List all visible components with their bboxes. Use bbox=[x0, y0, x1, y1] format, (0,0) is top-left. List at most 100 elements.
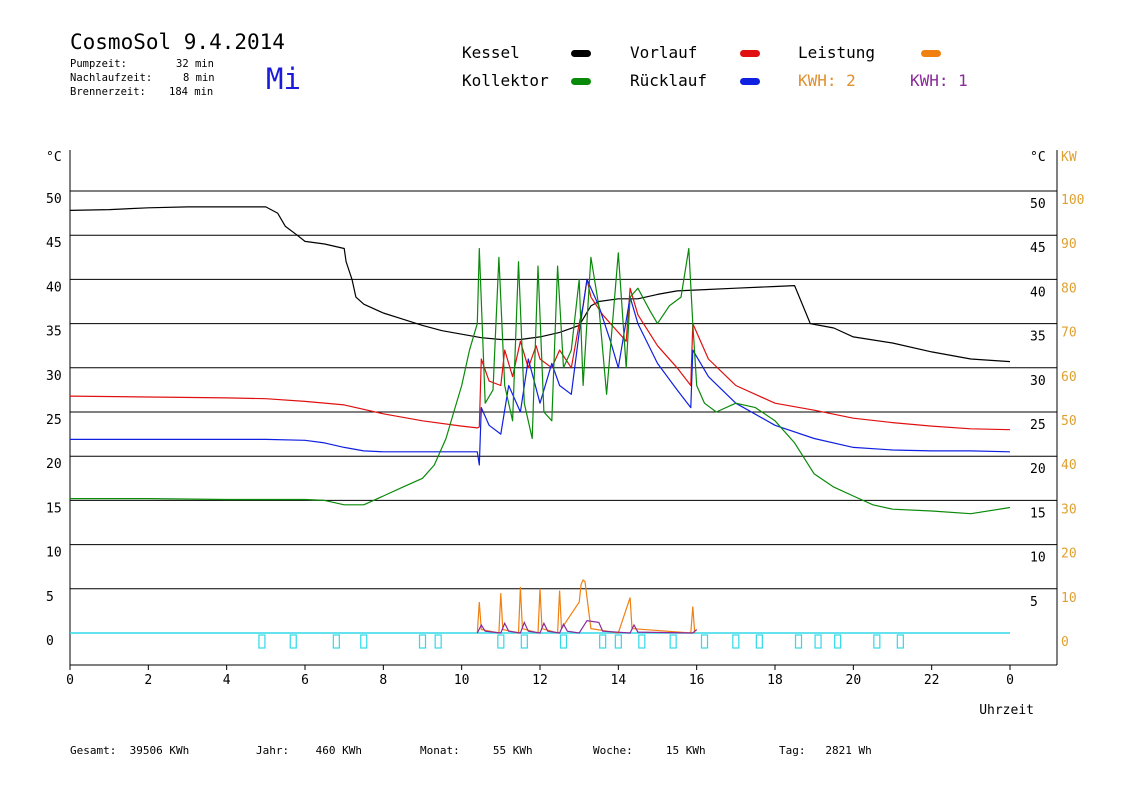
x-tick-label: 4 bbox=[223, 673, 231, 688]
burner-marker bbox=[834, 634, 842, 649]
x-tick-label: 12 bbox=[532, 673, 548, 688]
y-tick-label-right-c: 30 bbox=[1030, 374, 1046, 389]
burner-marker bbox=[418, 634, 427, 649]
burner-marker bbox=[520, 634, 528, 649]
legend-ruecklauf-swatch bbox=[740, 78, 760, 85]
y-tick-label-left: 30 bbox=[46, 369, 62, 384]
y-tick-label-right-kw: 70 bbox=[1061, 326, 1077, 341]
x-tick-label: 6 bbox=[301, 673, 309, 688]
y-tick-label-left: 10 bbox=[46, 546, 62, 561]
burner-marker bbox=[873, 634, 881, 649]
burner-marker bbox=[332, 634, 340, 649]
burner-marker bbox=[614, 634, 622, 649]
y-tick-label-right-c: 50 bbox=[1030, 197, 1046, 212]
y-tick-label-right-c: 15 bbox=[1030, 506, 1046, 521]
y-tick-label-right-c: 20 bbox=[1030, 462, 1046, 477]
y-tick-label-left: 25 bbox=[46, 413, 62, 428]
legend-leistung-swatch bbox=[921, 50, 941, 57]
legend-kwh1-label: KWH: 1 bbox=[910, 71, 968, 90]
y-axis-label-right-c: °C bbox=[1030, 150, 1046, 165]
brenner-label: Brennerzeit: bbox=[70, 86, 146, 98]
legend-kwh2-label: KWH: 2 bbox=[798, 71, 856, 90]
burner-marker bbox=[434, 634, 442, 649]
x-tick-label: 2 bbox=[144, 673, 152, 688]
x-tick-label: 10 bbox=[454, 673, 470, 688]
x-tick-label: 0 bbox=[66, 673, 74, 688]
pumpzeit-label: Pumpzeit: bbox=[70, 58, 127, 70]
y-tick-label-right-kw: 40 bbox=[1061, 458, 1077, 473]
y-axis-label-right-kw: KW bbox=[1061, 150, 1077, 165]
y-tick-label-left: 0 bbox=[46, 634, 54, 649]
legend-kollektor-swatch bbox=[571, 78, 591, 85]
x-tick-label: 18 bbox=[767, 673, 783, 688]
y-tick-label-left: 15 bbox=[46, 501, 62, 516]
y-tick-label-right-kw: 20 bbox=[1061, 547, 1077, 562]
legend-leistung-label: Leistung bbox=[798, 43, 876, 62]
x-tick-label: 22 bbox=[924, 673, 940, 688]
burner-marker bbox=[669, 634, 677, 649]
burner-marker bbox=[755, 634, 763, 649]
burner-marker bbox=[258, 634, 266, 649]
y-tick-label-right-kw: 90 bbox=[1061, 237, 1077, 252]
burner-marker bbox=[497, 634, 505, 649]
x-tick-label: 14 bbox=[611, 673, 627, 688]
series-line-kollektor bbox=[70, 247, 1011, 515]
footer-gesamt: Gesamt: 39506 KWh bbox=[70, 744, 190, 757]
burner-marker bbox=[732, 634, 740, 649]
x-tick-label: 0 bbox=[1006, 673, 1014, 688]
y-tick-label-right-c: 10 bbox=[1030, 551, 1046, 566]
burner-marker bbox=[700, 634, 709, 649]
footer-monat: Monat: 55 KWh bbox=[420, 744, 533, 757]
x-axis-label: Uhrzeit bbox=[979, 703, 1034, 718]
y-axis-label-left: °C bbox=[46, 150, 62, 165]
burner-marker bbox=[559, 634, 568, 649]
y-tick-label-right-c: 35 bbox=[1030, 330, 1046, 345]
y-tick-label-left: 45 bbox=[46, 236, 62, 251]
brenner-value: 184 min bbox=[169, 86, 214, 98]
legend-kessel-swatch bbox=[571, 50, 591, 57]
y-tick-label-right-c: 40 bbox=[1030, 285, 1046, 300]
footer-tag: Tag: 2821 Wh bbox=[779, 744, 872, 757]
y-tick-label-left: 35 bbox=[46, 325, 62, 340]
burner-marker bbox=[289, 634, 297, 649]
series-line-vorlauf bbox=[69, 278, 1011, 431]
y-tick-label-left: 20 bbox=[46, 457, 62, 472]
series-line-kessel bbox=[69, 206, 1011, 363]
legend-kessel-label: Kessel bbox=[462, 43, 520, 62]
power-line-leistung bbox=[476, 579, 696, 634]
y-tick-label-left: 5 bbox=[46, 590, 54, 605]
burner-marker bbox=[360, 634, 368, 649]
y-tick-label-right-kw: 80 bbox=[1061, 281, 1077, 296]
x-tick-label: 20 bbox=[846, 673, 862, 688]
y-tick-label-right-kw: 10 bbox=[1061, 591, 1077, 606]
burner-marker bbox=[638, 634, 646, 649]
chart-title: CosmoSol 9.4.2014 bbox=[70, 30, 285, 54]
y-tick-label-right-kw: 30 bbox=[1061, 502, 1077, 517]
footer-jahr: Jahr: 460 KWh bbox=[256, 744, 362, 757]
y-tick-label-right-kw: 50 bbox=[1061, 414, 1077, 429]
legend-vorlauf-label: Vorlauf bbox=[630, 43, 698, 62]
burner-marker bbox=[814, 634, 822, 649]
y-tick-label-left: 50 bbox=[46, 192, 62, 207]
weekday: Mi bbox=[266, 62, 301, 96]
burner-marker bbox=[794, 634, 803, 649]
y-tick-label-right-c: 5 bbox=[1030, 595, 1038, 610]
y-tick-label-right-c: 25 bbox=[1030, 418, 1046, 433]
nachlauf-value: 8 min bbox=[183, 72, 215, 84]
y-tick-label-right-kw: 0 bbox=[1061, 635, 1069, 650]
power-line-kwh-1 bbox=[476, 619, 698, 634]
burner-marker bbox=[599, 634, 607, 649]
y-tick-label-right-kw: 100 bbox=[1061, 193, 1084, 208]
y-tick-label-right-kw: 60 bbox=[1061, 370, 1077, 385]
legend-ruecklauf-label: Rücklauf bbox=[630, 71, 708, 90]
legend-kollektor-label: Kollektor bbox=[462, 71, 549, 90]
burner-marker bbox=[896, 634, 904, 649]
nachlauf-label: Nachlaufzeit: bbox=[70, 72, 153, 84]
x-tick-label: 16 bbox=[689, 673, 705, 688]
x-tick-label: 8 bbox=[379, 673, 387, 688]
footer-woche: Woche: 15 KWh bbox=[593, 744, 706, 757]
y-tick-label-right-c: 45 bbox=[1030, 241, 1046, 256]
pumpzeit-value: 32 min bbox=[176, 58, 214, 70]
legend-vorlauf-swatch bbox=[740, 50, 760, 57]
